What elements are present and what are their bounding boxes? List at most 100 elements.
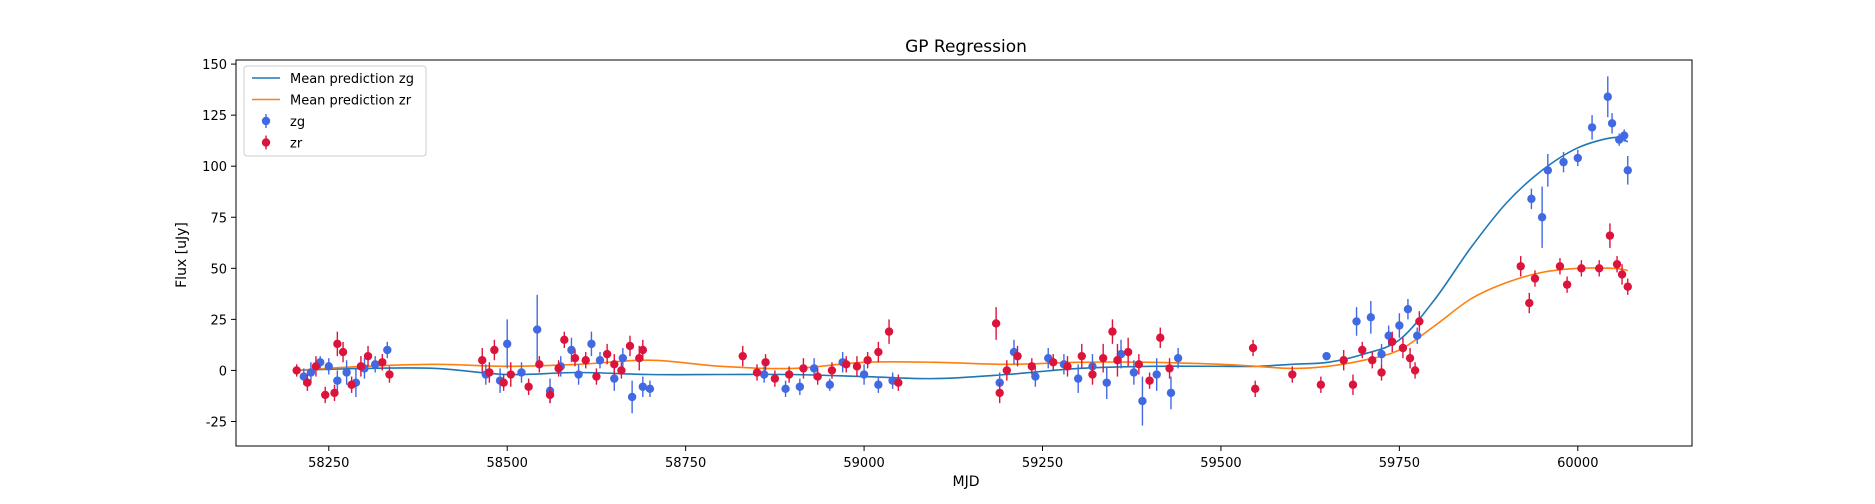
data-point [490, 345, 499, 355]
data-point [545, 390, 555, 400]
x-tick-label: 58500 [487, 456, 528, 471]
data-point [1587, 123, 1597, 132]
data-point [378, 358, 387, 367]
data-point [1339, 356, 1348, 365]
data-point [1605, 231, 1615, 240]
data-point [1165, 364, 1174, 373]
data-point [311, 362, 321, 371]
data-point [1088, 370, 1097, 379]
chart-title: GP Regression [905, 37, 1027, 57]
data-point [299, 372, 309, 381]
data-point [333, 339, 342, 349]
data-point [770, 374, 780, 383]
data-point [1413, 331, 1422, 340]
data-point [595, 356, 605, 365]
data-point [1031, 372, 1040, 381]
data-point [894, 378, 903, 387]
data-point [1623, 282, 1632, 291]
data-point [1377, 368, 1386, 377]
data-point [617, 366, 626, 375]
data-point [1603, 92, 1612, 101]
data-point [592, 372, 601, 381]
data-point [574, 370, 583, 379]
data-point [306, 368, 316, 377]
data-point [995, 388, 1004, 398]
data-point [1410, 366, 1420, 375]
data-point [638, 345, 648, 355]
data-point [1607, 119, 1617, 128]
data-point [1366, 313, 1376, 322]
data-point [1525, 298, 1534, 308]
data-point [1156, 333, 1165, 342]
data-point [813, 372, 822, 381]
data-point [1138, 396, 1147, 406]
plot-errorbars [292, 76, 1632, 426]
data-point [752, 368, 762, 377]
data-point [784, 370, 794, 379]
y-axis-ticks: -25 0 25 50 75 100 125 150 [202, 58, 236, 430]
data-point [1623, 166, 1632, 175]
data-point [1559, 157, 1568, 167]
data-point [635, 353, 644, 363]
data-point [1316, 380, 1326, 389]
data-point [1322, 351, 1331, 361]
data-point [645, 384, 655, 394]
data-point [874, 380, 883, 389]
data-point [761, 358, 770, 367]
data-point [1612, 260, 1622, 269]
x-tick-label: 60000 [1557, 456, 1598, 471]
data-point [532, 325, 542, 334]
data-point [1116, 349, 1126, 359]
data-point [1063, 362, 1072, 371]
legend-box [243, 65, 427, 157]
data-point [625, 341, 635, 351]
data-point [499, 378, 508, 387]
y-axis-label: Flux [uJy] [174, 222, 190, 288]
data-point [321, 390, 330, 400]
data-point [799, 364, 808, 373]
data-point [1013, 351, 1022, 361]
data-point [884, 327, 894, 336]
data-point [1377, 349, 1386, 359]
x-tick-label: 59250 [1022, 456, 1063, 471]
data-point [503, 339, 512, 349]
data-point [738, 351, 747, 361]
data-point [1002, 366, 1012, 375]
data-point [1415, 317, 1424, 326]
data-point [610, 360, 619, 369]
data-point [1134, 360, 1144, 369]
data-point [618, 353, 628, 363]
data-point [554, 364, 563, 373]
data-point [587, 339, 596, 349]
data-point [842, 360, 851, 369]
y-tick-label: -25 [206, 415, 227, 430]
data-point [825, 380, 835, 389]
data-point [1248, 343, 1258, 353]
legend-label: Mean prediction zg [290, 72, 414, 87]
data-point [330, 388, 339, 398]
data-point [1368, 356, 1377, 365]
legend-label: zg [290, 115, 305, 130]
data-point [342, 368, 351, 377]
y-tick-label: 0 [219, 364, 227, 379]
data-point [1123, 347, 1133, 357]
data-point [1595, 264, 1604, 273]
data-point [759, 370, 769, 379]
data-point [1102, 378, 1111, 387]
data-point [1403, 304, 1413, 314]
data-point [1348, 380, 1358, 389]
data-point [338, 347, 348, 357]
data-point [478, 356, 487, 365]
data-point [1129, 368, 1139, 377]
data-point [1173, 353, 1183, 363]
data-point [995, 378, 1004, 387]
data-point [567, 345, 576, 355]
x-tick-label: 58750 [665, 456, 706, 471]
x-tick-label: 59750 [1379, 456, 1420, 471]
data-point [485, 368, 494, 377]
x-axis-ticks: 58250 58500 58750 59000 59250 59500 59750 60000 [308, 446, 1598, 471]
legend-label: Mean prediction zr [290, 94, 412, 109]
data-point [570, 353, 580, 363]
